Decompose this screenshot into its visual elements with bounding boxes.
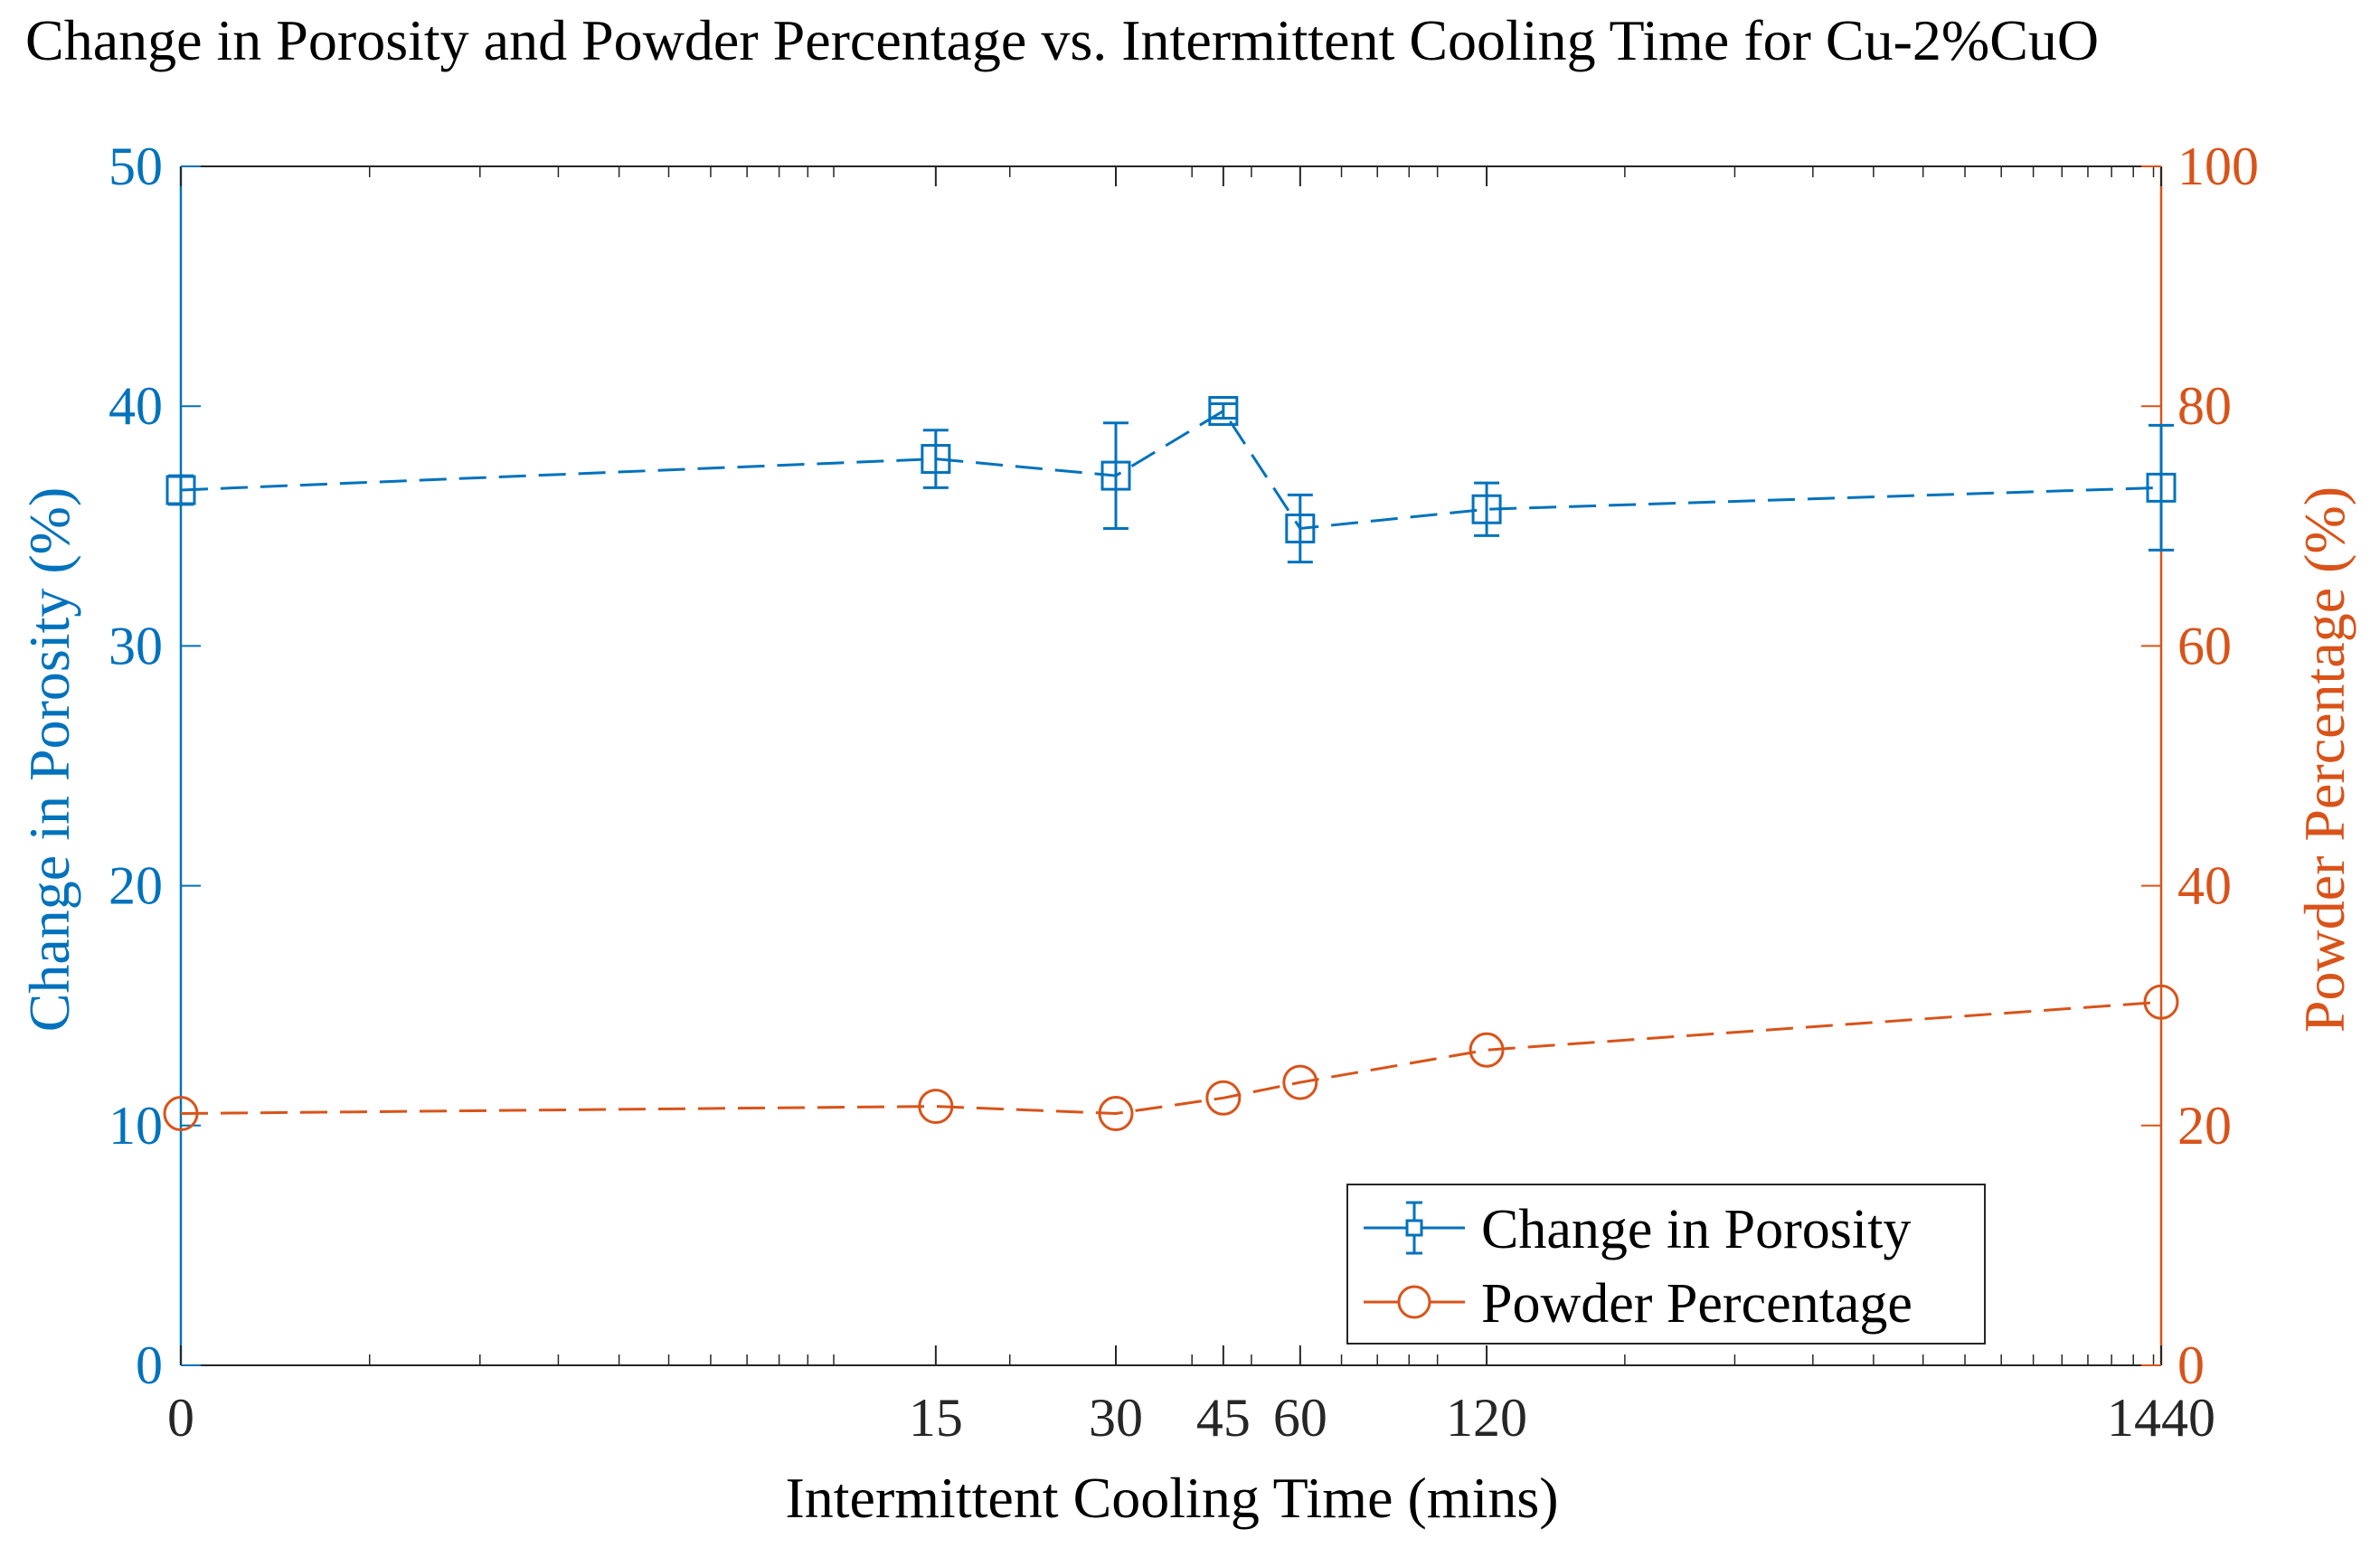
powder-percentage-point [1205,1080,1242,1116]
chart-title: Change in Porosity and Powder Percentage… [25,8,2099,72]
x-tick-label: 30 [1089,1388,1143,1448]
left-y-axis-label: Change in Porosity (%) [17,487,81,1033]
x-tick-label: 0 [167,1388,194,1448]
change-in-porosity-point [1471,494,1502,524]
x-tick-label: 15 [909,1388,963,1448]
left-y-tick-label: 30 [109,616,163,675]
change-in-porosity-point [1285,513,1316,543]
change-in-porosity-point [165,475,196,505]
right-y-tick-label: 40 [2177,856,2232,916]
x-axis-label: Intermittent Cooling Time (mins) [785,1466,1558,1530]
right-y-tick-label: 0 [2177,1335,2205,1395]
right-y-axis-label: Powder Percentage (%) [2292,486,2356,1033]
powder-percentage-point [163,1096,199,1132]
left-y-tick-label: 10 [109,1096,163,1156]
x-tick-label: 120 [1446,1388,1527,1448]
change-in-porosity-point [1100,460,1131,491]
legend-label: Change in Porosity [1481,1199,1911,1260]
right-y-tick-label: 100 [2177,137,2259,196]
x-tick-label: 60 [1273,1388,1327,1448]
powder-percentage-point [918,1089,954,1125]
powder-percentage-point [1469,1032,1505,1068]
powder-percentage-point [1282,1064,1318,1100]
legend-box [1346,1184,1986,1345]
left-y-tick-label: 0 [136,1335,163,1395]
right-y-tick-label: 80 [2177,376,2232,436]
left-y-tick-label: 40 [109,376,163,436]
powder-percentage-line [180,1000,2162,1116]
left-y-tick-label: 20 [109,856,163,916]
change-in-porosity-point [1208,396,1239,427]
right-y-tick-label: 60 [2177,616,2232,675]
x-tick-label: 45 [1196,1388,1251,1448]
legend-label: Powder Percentage [1481,1273,1912,1335]
right-y-tick-label: 20 [2177,1096,2232,1156]
change-in-porosity-point [2146,472,2177,503]
powder-percentage-point [2143,984,2179,1020]
x-tick-label: 1440 [2107,1388,2215,1448]
legend-marker [1405,1219,1423,1237]
powder-percentage-point [1098,1096,1134,1132]
change-in-porosity-point [921,444,951,475]
legend-marker [1397,1285,1431,1319]
left-y-tick-label: 50 [109,137,163,196]
change-in-porosity-line [180,409,2162,531]
